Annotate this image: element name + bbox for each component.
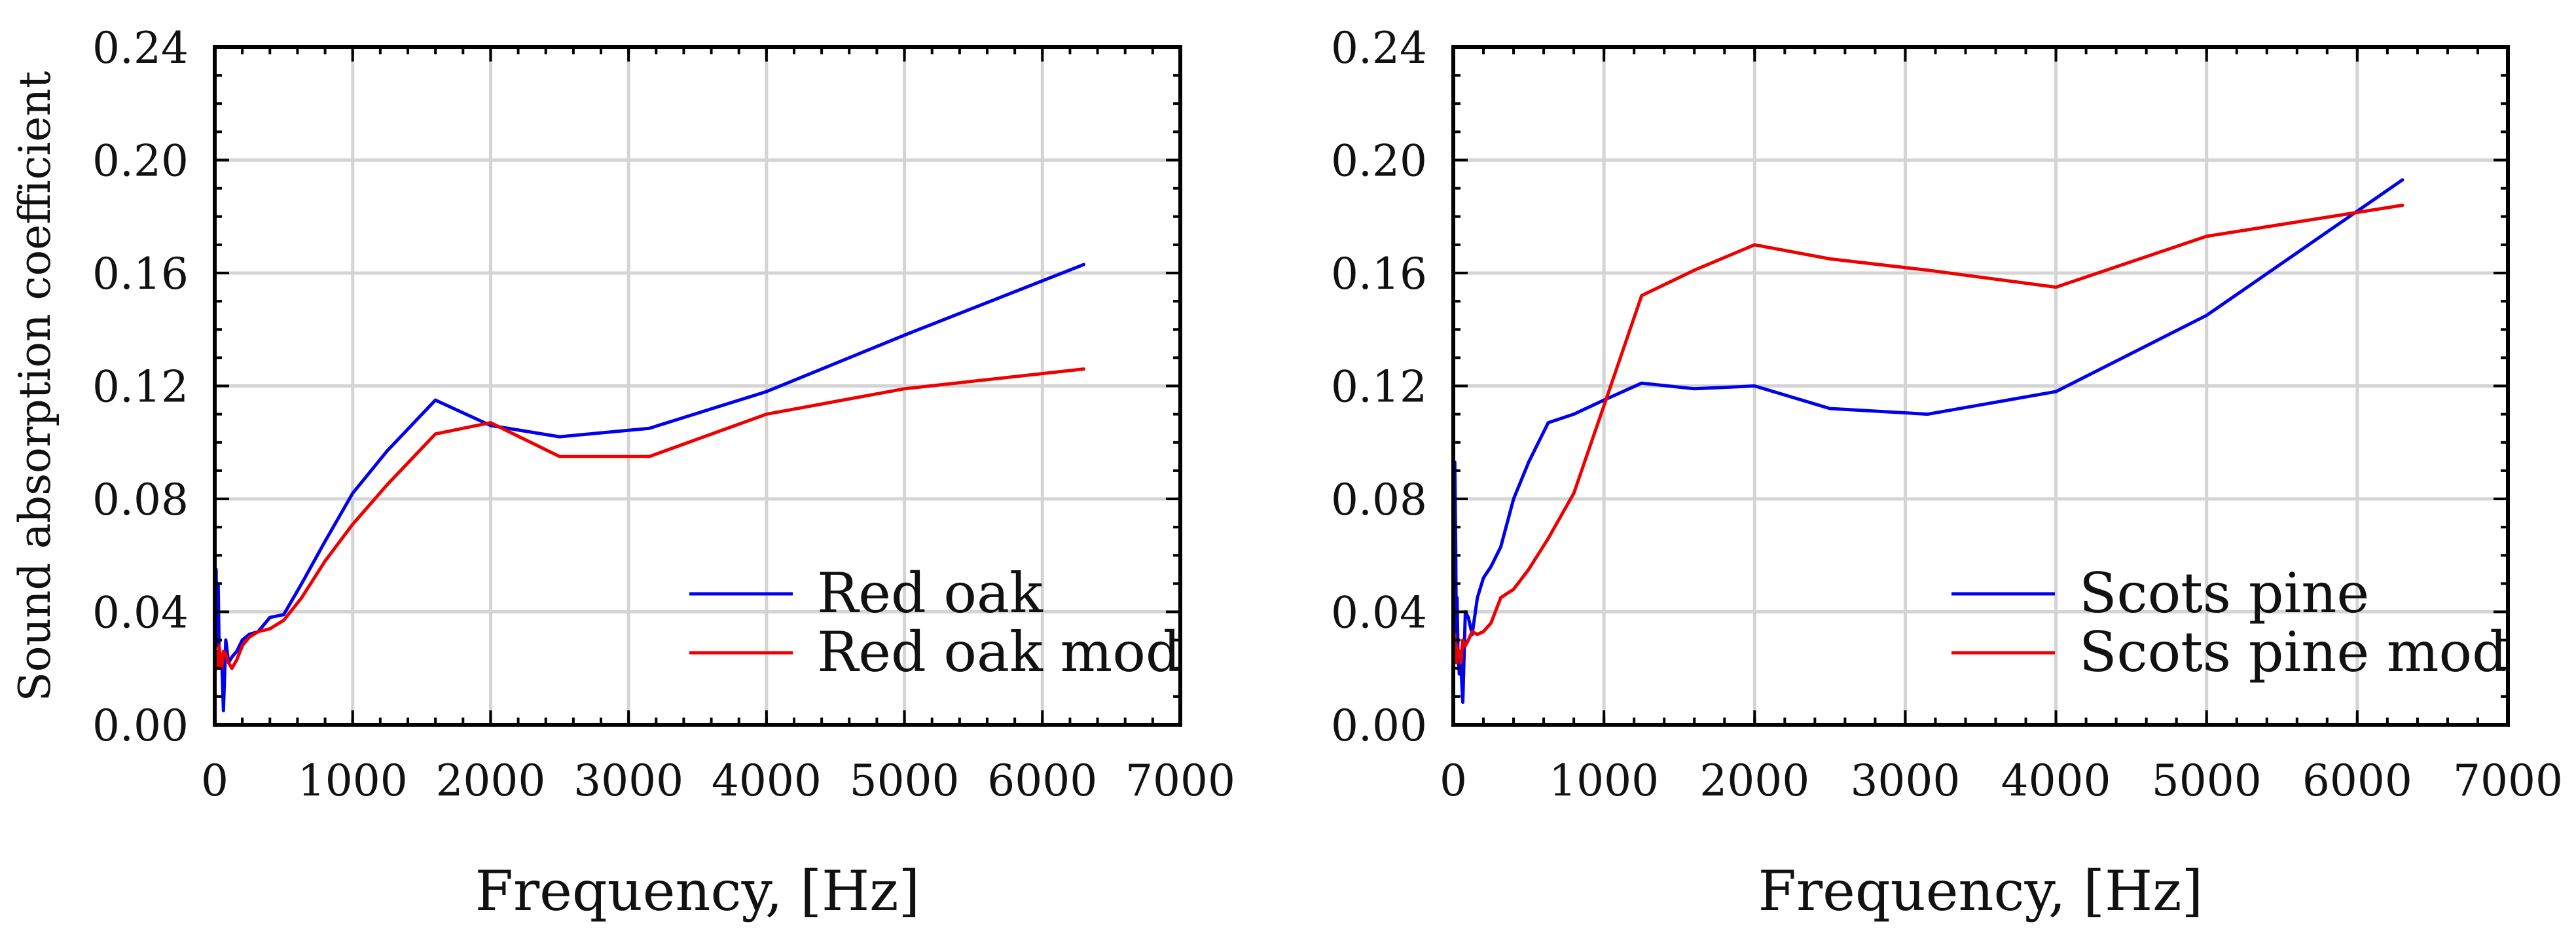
y-tick-label: 0.16 bbox=[1331, 249, 1427, 299]
y-tick-label: 0.08 bbox=[92, 475, 189, 525]
x-tick-label: 3000 bbox=[1850, 756, 1960, 806]
y-tick-label: 0.12 bbox=[92, 362, 189, 412]
x-tick-labels: 0 1000 2000 3000 4000 5000 6000 7000 bbox=[201, 756, 1235, 806]
x-tick-label: 0 bbox=[1440, 756, 1467, 806]
y-tick-label: 0.04 bbox=[92, 588, 189, 638]
y-tick-label: 0.20 bbox=[1331, 136, 1427, 187]
gridlines bbox=[1453, 47, 2508, 725]
y-axis-title: Sound absorption coefficient bbox=[10, 71, 60, 702]
y-tick-label: 0.12 bbox=[1331, 362, 1427, 412]
x-tick-label: 3000 bbox=[573, 756, 683, 806]
y-tick-label: 0.24 bbox=[1331, 23, 1427, 73]
series-group bbox=[214, 263, 1085, 712]
legend-label: Red oak bbox=[817, 561, 1043, 625]
y-tick-label: 0.00 bbox=[1331, 701, 1427, 751]
x-tick-label: 2000 bbox=[435, 756, 545, 806]
x-tick-label: 2000 bbox=[1699, 756, 1809, 806]
series-line-red-oak-mod bbox=[214, 367, 1085, 670]
x-tick-label: 4000 bbox=[712, 756, 822, 806]
panel-scots-pine: 0 1000 2000 3000 4000 5000 6000 7000 0.000.040.… bbox=[1331, 23, 2563, 923]
x-tick-label: 7000 bbox=[2453, 756, 2563, 806]
legend-label: Scots pine mod bbox=[2079, 620, 2507, 684]
panel-red-oak: 0 1000 2000 3000 4000 5000 6000 7000 0.000.040.… bbox=[92, 23, 1235, 923]
y-tick-labels: 0.00 0.04 0.08 0.12 0.16 0.20 0.24 bbox=[1331, 23, 1427, 751]
x-tick-labels: 0 1000 2000 3000 4000 5000 6000 7000 bbox=[1440, 756, 2563, 806]
series-group bbox=[1453, 178, 2404, 704]
y-tick-label: 0.20 bbox=[92, 136, 189, 187]
y-tick-label: 0.16 bbox=[92, 249, 189, 299]
plot-frame bbox=[213, 45, 1182, 727]
legend-label: Scots pine bbox=[2079, 561, 2369, 625]
series-line-scots-pine bbox=[1453, 178, 2404, 704]
y-tick-label: 0.24 bbox=[92, 23, 189, 73]
x-tick-label: 6000 bbox=[2302, 756, 2412, 806]
x-tick-label: 1000 bbox=[298, 756, 408, 806]
y-tick-label: 0.00 bbox=[92, 701, 189, 751]
series-line-scots-pine-mod bbox=[1453, 204, 2404, 665]
x-tick-label: 0 bbox=[201, 756, 228, 806]
plot-frame bbox=[1451, 45, 2510, 727]
x-tick-label: 5000 bbox=[850, 756, 960, 806]
y-tick-label: 0.04 bbox=[1331, 588, 1427, 638]
y-tick-labels: 0.00 0.04 0.08 0.12 0.16 0.20 0.24 bbox=[92, 23, 189, 751]
x-tick-label: 5000 bbox=[2152, 756, 2262, 806]
x-axis-title: Frequency, [Hz] bbox=[475, 859, 920, 923]
y-tick-label: 0.08 bbox=[1331, 475, 1427, 525]
legend-label: Red oak mod bbox=[817, 620, 1181, 684]
x-tick-label: 1000 bbox=[1549, 756, 1659, 806]
x-tick-label: 6000 bbox=[987, 756, 1097, 806]
gridlines bbox=[215, 47, 1180, 725]
x-tick-label: 4000 bbox=[2001, 756, 2111, 806]
x-tick-label: 7000 bbox=[1125, 756, 1235, 806]
x-axis-title: Frequency, [Hz] bbox=[1758, 859, 2204, 923]
